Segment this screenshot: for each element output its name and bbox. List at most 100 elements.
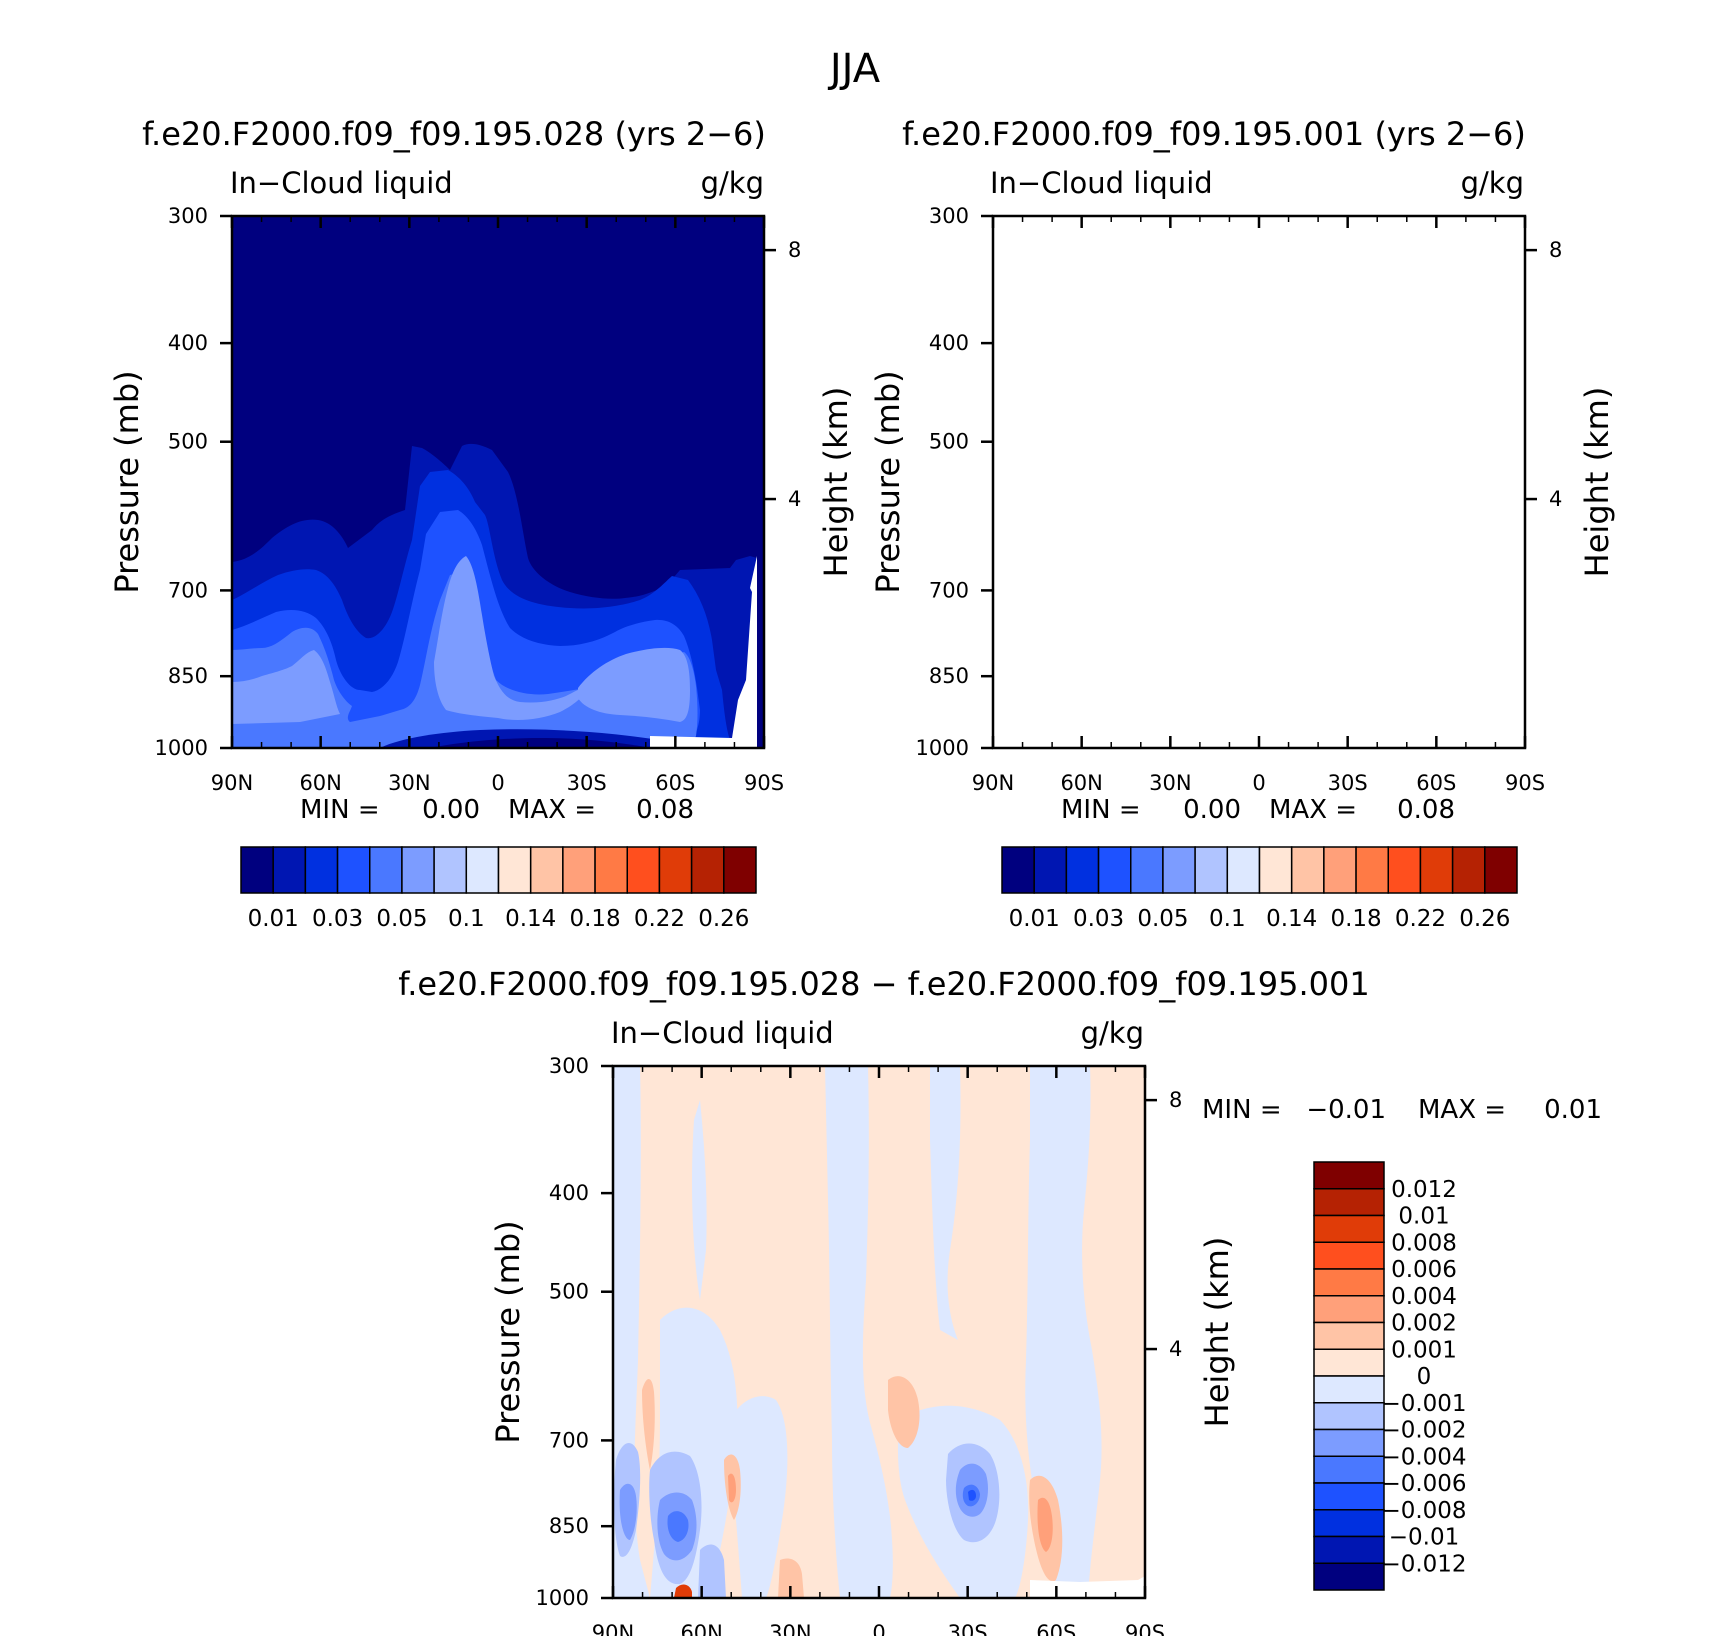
panel-2-max-value: 0.08 — [1397, 795, 1455, 825]
panel-3-colorbar-label: 0.001 — [1391, 1337, 1457, 1363]
panel-3-ytick-label: 300 — [549, 1054, 589, 1078]
panel-1-colorbar-label: 0.18 — [569, 906, 620, 932]
panel-1-units: g/kg — [701, 166, 764, 200]
panel-1-ytick-label: 1000 — [155, 736, 208, 760]
panel-3-colorbar-box — [1313, 1295, 1385, 1324]
panel-2-colorbar-box — [1451, 846, 1486, 894]
panel-1-ytick-right-label: 4 — [788, 487, 801, 511]
panel-1-colorbar-label: 0.14 — [505, 906, 556, 932]
panel-3-ytick-right-label: 4 — [1169, 1337, 1182, 1361]
panel-2-min-label: MIN = — [1061, 795, 1141, 825]
panel-2-ytick-right-label: 4 — [1549, 487, 1562, 511]
panel-3-colorbar: 0.0120.010.0080.0060.0040.0020.0010−0.00… — [1313, 1161, 1467, 1591]
panel-1-plot-area — [232, 216, 764, 748]
panel-3-colorbar-label: 0.01 — [1398, 1204, 1449, 1230]
panel-2-colorbar-label: 0.22 — [1395, 906, 1446, 932]
panel-2-xtick-label: 30S — [1328, 771, 1368, 795]
panel-3-max-value: 0.01 — [1544, 1095, 1602, 1125]
panel-3-xtick-label: 90S — [1125, 1621, 1165, 1636]
panel-3-missing-data — [1030, 1576, 1145, 1598]
panel-2-max-label: MAX = — [1269, 795, 1357, 825]
panel-3-colorbar-box — [1313, 1535, 1385, 1564]
panel-3-colorbar-box — [1313, 1375, 1385, 1404]
panel-3-colorbar-box — [1313, 1402, 1385, 1431]
panel-1-ytick-label: 500 — [168, 430, 208, 454]
panel-1-colorbar-box — [594, 846, 628, 894]
panel-2-colorbar: 0.01 0.03 0.05 0.1 0.14 0.18 0.22 0.26 — [1001, 846, 1518, 932]
panel-3-units: g/kg — [1081, 1016, 1144, 1050]
panel-2-xtick-label: 90S — [1505, 771, 1545, 795]
panel-3-ytick-label: 850 — [549, 1514, 589, 1538]
panel-3-ytick-label: 500 — [549, 1280, 589, 1304]
panel-2-colorbar-box — [1097, 846, 1132, 894]
panel-2-colorbar-box — [1484, 846, 1518, 894]
panel-2-contour-0.01 — [993, 446, 1518, 748]
panel-3-colorbar-label: 0.008 — [1391, 1230, 1457, 1256]
panel-1-contour-0.14 — [232, 556, 690, 724]
panel-1-colorbar-box — [272, 846, 307, 894]
panel-3-ytick-label: 400 — [549, 1181, 589, 1205]
panel-2-field-background — [993, 216, 1525, 748]
panel-2-colorbar-box — [1001, 846, 1035, 894]
panel-3-xtick-label: 60S — [1036, 1621, 1076, 1636]
panel-3-colorbar-box — [1313, 1188, 1385, 1217]
panel-3-left-string: In−Cloud liquid — [611, 1016, 834, 1050]
panel-3-contour-neg-0.004 — [619, 1463, 988, 1561]
panel-1-xtick-label: 30S — [567, 771, 607, 795]
panel-3-colorbar-box — [1313, 1161, 1385, 1190]
panel-1-colorbar: 0.01 0.03 0.05 0.1 0.14 0.18 0.22 0.26 — [240, 846, 757, 932]
panel-2-ytick-right-label: 8 — [1549, 238, 1562, 262]
panel-1-colorbar-box — [529, 846, 564, 894]
panel-2-ylabel-right: Height (km) — [1578, 387, 1616, 578]
panel-2-ytick-label: 850 — [929, 664, 969, 688]
panel-3-plot-area — [613, 1066, 1145, 1598]
panel-1-ytick-label: 300 — [168, 204, 208, 228]
panel-2-colorbar-box — [1033, 846, 1068, 894]
panel-1-colorbar-box — [626, 846, 661, 894]
panel-2-colorbar-box — [1065, 846, 1100, 894]
panel-2-axes: 90N 60N 30N 0 30S 60S 90S 300 400 500 700 850 1000 8 4… — [869, 204, 1616, 795]
panel-3-ylabel-right: Height (km) — [1198, 1237, 1236, 1428]
panel-1-colorbar-box — [497, 846, 532, 894]
panel-2-colorbar-box — [1258, 846, 1293, 894]
panel-1-colorbar-box — [336, 846, 371, 894]
panel-1-colorbar-box — [723, 846, 757, 894]
panel-2-contour-0.1 — [993, 574, 1459, 748]
panel-2-units: g/kg — [1461, 166, 1524, 200]
panel-2-contour-0.14 — [993, 558, 1451, 722]
panel-3-colorbar-label: 0.012 — [1391, 1177, 1457, 1203]
panel-3-max-label: MAX = — [1418, 1095, 1506, 1125]
panel-2-ytick-label: 500 — [929, 430, 969, 454]
panel-2-xtick-label: 0 — [1252, 771, 1265, 795]
panel-1-ytick-right-label: 8 — [788, 238, 801, 262]
panel-2-colorbar-label: 0.18 — [1330, 906, 1381, 932]
panel-2-plot-area — [993, 216, 1525, 748]
panel-2-colorbar-box — [1130, 846, 1164, 894]
panel-1-ytick-label: 700 — [168, 578, 208, 602]
panel-1-colorbar-label: 0.01 — [248, 906, 299, 932]
panel-1-ylabel-right: Height (km) — [817, 387, 855, 578]
panel-1-colorbar-label: 0.22 — [634, 906, 685, 932]
panel-3-colorbar-box — [1313, 1482, 1385, 1511]
panel-1-ytick-label: 850 — [168, 664, 208, 688]
panel-1-colorbar-label: 0.03 — [312, 906, 363, 932]
panel-3-contour-pos-0.001 — [642, 1376, 1063, 1598]
panel-2-ytick-label: 300 — [929, 204, 969, 228]
panel-2-contour-0.05 — [993, 512, 1461, 742]
panel-2-left-string: In−Cloud liquid — [990, 166, 1213, 200]
panel-2-colorbar-label: 0.05 — [1137, 906, 1188, 932]
panel-3-colorbar-box — [1313, 1509, 1385, 1538]
panel-3-colorbar-box — [1313, 1428, 1385, 1457]
panel-2-colorbar-label: 0.01 — [1009, 906, 1060, 932]
panel-2-ytick-label: 1000 — [916, 736, 969, 760]
panel-3-contour-neg-0.002 — [613, 1442, 1000, 1598]
panel-3-axes: 90N 60N 30N 0 30S 60S 90S 300 400 500 700 850 1000 8 4… — [489, 1054, 1236, 1636]
panel-3-min-value: −0.01 — [1306, 1095, 1386, 1125]
panel-2-contour-0.001-bottom — [1191, 738, 1411, 748]
panel-2-colorbar-box — [1162, 846, 1196, 894]
panel-1-ylabel: Pressure (mb) — [108, 370, 146, 593]
panel-2-colorbar-box — [1194, 846, 1229, 894]
panel-2-xtick-label: 90N — [972, 771, 1014, 795]
panel-2-colorbar-label: 0.14 — [1266, 906, 1317, 932]
panel-1-xtick-label: 90N — [211, 771, 253, 795]
